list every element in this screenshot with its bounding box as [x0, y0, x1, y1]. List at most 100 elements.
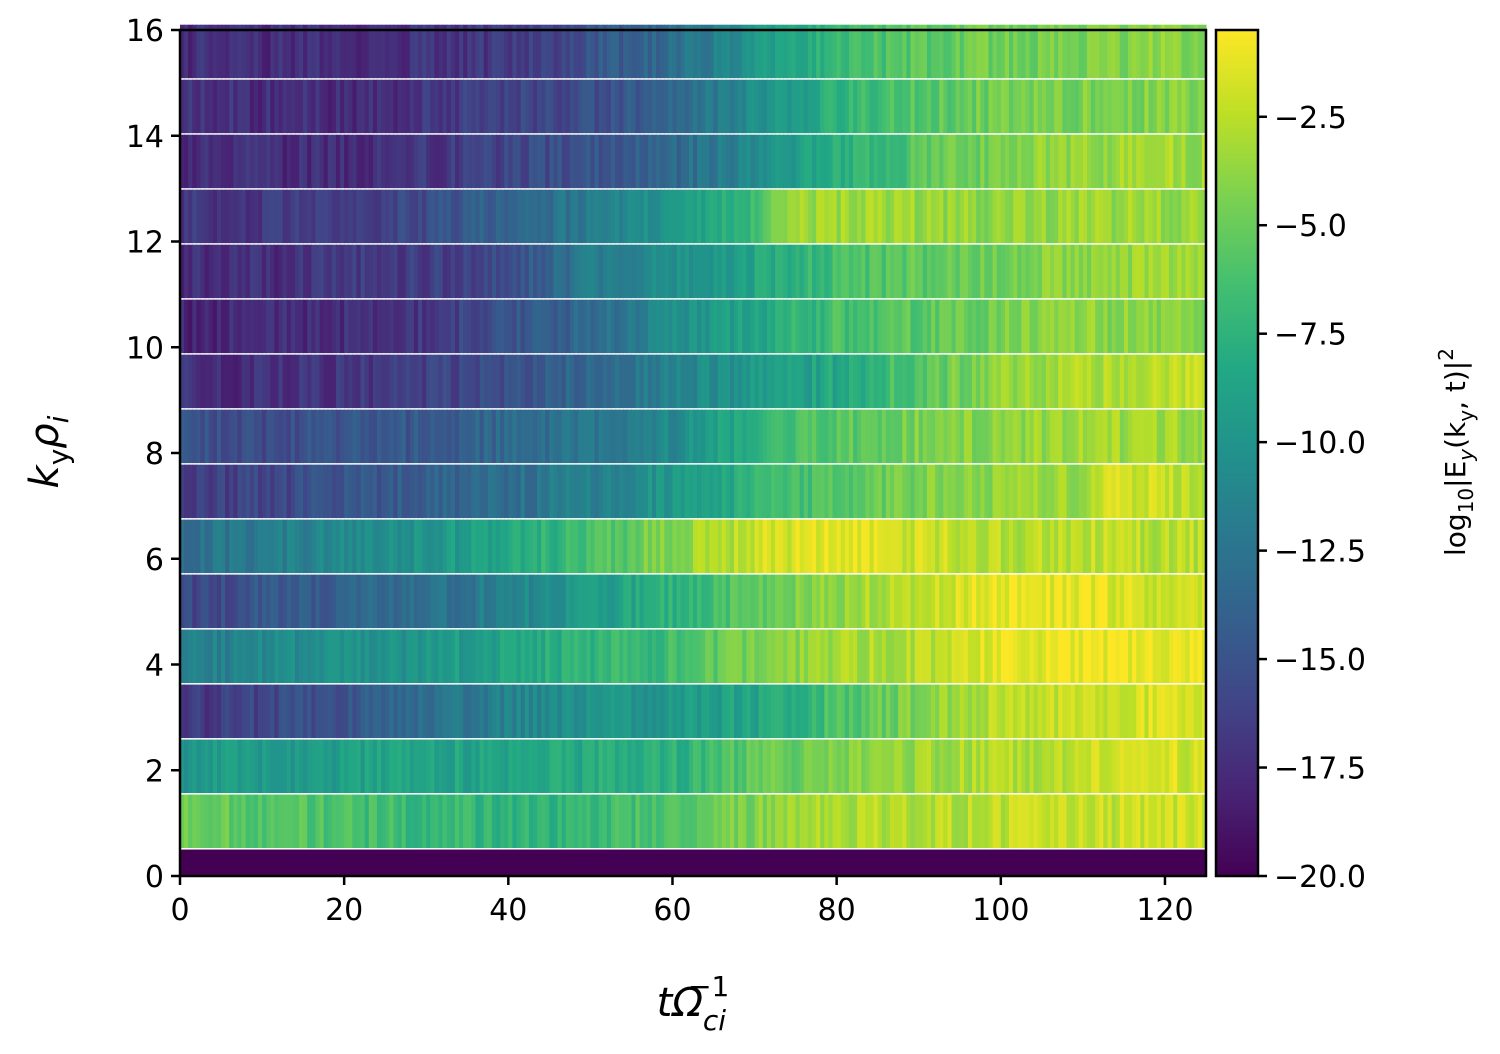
heatmap-cell [836, 244, 842, 299]
heatmap-cell [906, 574, 912, 629]
heatmap-cell [680, 739, 686, 794]
heatmap-cell [639, 299, 645, 354]
heatmap-cell [348, 794, 353, 849]
heatmap-cell [467, 244, 472, 299]
heatmap-cell [475, 244, 481, 299]
heatmap-cell [812, 629, 817, 684]
heatmap-cell [454, 189, 460, 244]
heatmap-cell [257, 519, 263, 574]
heatmap-cell [935, 79, 940, 134]
heatmap-cell [1050, 24, 1055, 79]
heatmap-cell [619, 684, 624, 739]
heatmap-cell [225, 849, 230, 877]
heatmap-cell [569, 244, 575, 299]
heatmap-cell [1086, 79, 1092, 134]
heatmap-cell [1041, 244, 1047, 299]
heatmap-cell [512, 299, 518, 354]
colorbar-ticks: −2.5−5.0−7.5−10.0−12.5−15.0−17.5−20.0 [1258, 101, 1366, 895]
heatmap-cell [573, 24, 579, 79]
heatmap-cell [1185, 794, 1191, 849]
heatmap-cell [1169, 464, 1174, 519]
heatmap-cell [216, 354, 222, 409]
heatmap-cell [598, 354, 604, 409]
heatmap-cell [787, 629, 793, 684]
heatmap-cell [331, 134, 337, 189]
heatmap-cell [344, 684, 349, 739]
heatmap-cell [463, 299, 468, 354]
heatmap-cell [471, 684, 477, 739]
heatmap-cell [516, 354, 522, 409]
heatmap-cell [976, 519, 981, 574]
heatmap-cell [955, 519, 961, 574]
heatmap-cell [967, 244, 973, 299]
heatmap-cell [504, 79, 509, 134]
heatmap-cell [853, 189, 858, 244]
heatmap-cell [922, 24, 928, 79]
heatmap-cell [508, 464, 514, 519]
heatmap-cell [1197, 794, 1203, 849]
heatmap-cell [959, 574, 965, 629]
heatmap-cell [426, 629, 431, 684]
heatmap-cell [1021, 794, 1027, 849]
heatmap-cell [491, 629, 497, 684]
heatmap-cell [955, 134, 961, 189]
heatmap-cell [996, 24, 1002, 79]
heatmap-cell [1119, 24, 1125, 79]
heatmap-cell [446, 849, 452, 877]
heatmap-cell [717, 574, 723, 629]
heatmap-cell [376, 409, 382, 464]
heatmap-cell [569, 464, 575, 519]
heatmap-cell [196, 24, 202, 79]
heatmap-cell [561, 849, 567, 877]
heatmap-cell [1119, 354, 1125, 409]
colorbar-tick-label: −2.5 [1274, 101, 1347, 136]
heatmap-cell [877, 354, 883, 409]
heatmap-cell [496, 519, 501, 574]
heatmap-cell [688, 79, 694, 134]
heatmap-cell [1103, 519, 1109, 574]
heatmap-cell [1025, 629, 1031, 684]
heatmap-cell [450, 684, 456, 739]
heatmap-cell [1115, 684, 1121, 739]
heatmap-cell [586, 849, 591, 877]
heatmap-cell [422, 574, 427, 629]
heatmap-cell [598, 189, 604, 244]
heatmap-cell [467, 409, 472, 464]
heatmap-cell [500, 684, 505, 739]
heatmap-cell [323, 464, 329, 519]
heatmap-cell [541, 849, 546, 877]
heatmap-cell [1099, 299, 1104, 354]
heatmap-cell [676, 739, 682, 794]
heatmap-cell [627, 629, 633, 684]
heatmap-cell [188, 134, 193, 189]
heatmap-cell [967, 409, 973, 464]
heatmap-cell [857, 794, 862, 849]
heatmap-cell [479, 849, 485, 877]
heatmap-cell [709, 629, 715, 684]
heatmap-cell [840, 354, 846, 409]
heatmap-cell [680, 574, 686, 629]
heatmap-cell [364, 739, 370, 794]
heatmap-cell [212, 244, 218, 299]
heatmap-cell [873, 79, 879, 134]
heatmap-cell [360, 739, 366, 794]
heatmap-cell [606, 794, 612, 849]
heatmap-cell [225, 739, 230, 794]
heatmap-cell [1152, 629, 1158, 684]
heatmap-cell [1082, 519, 1088, 574]
heatmap-cell [196, 79, 202, 134]
heatmap-cell [742, 739, 747, 794]
heatmap-cell [286, 79, 292, 134]
heatmap-cell [881, 354, 887, 409]
heatmap-cell [734, 409, 739, 464]
heatmap-cell [204, 134, 210, 189]
heatmap-cell [315, 794, 321, 849]
heatmap-cell [820, 794, 825, 849]
heatmap-cell [766, 684, 772, 739]
heatmap-cell [619, 24, 624, 79]
heatmap-cell [766, 354, 772, 409]
heatmap-cell [1013, 629, 1018, 684]
heatmap-cell [816, 189, 821, 244]
heatmap-cell [967, 299, 973, 354]
heatmap-cell [335, 189, 341, 244]
